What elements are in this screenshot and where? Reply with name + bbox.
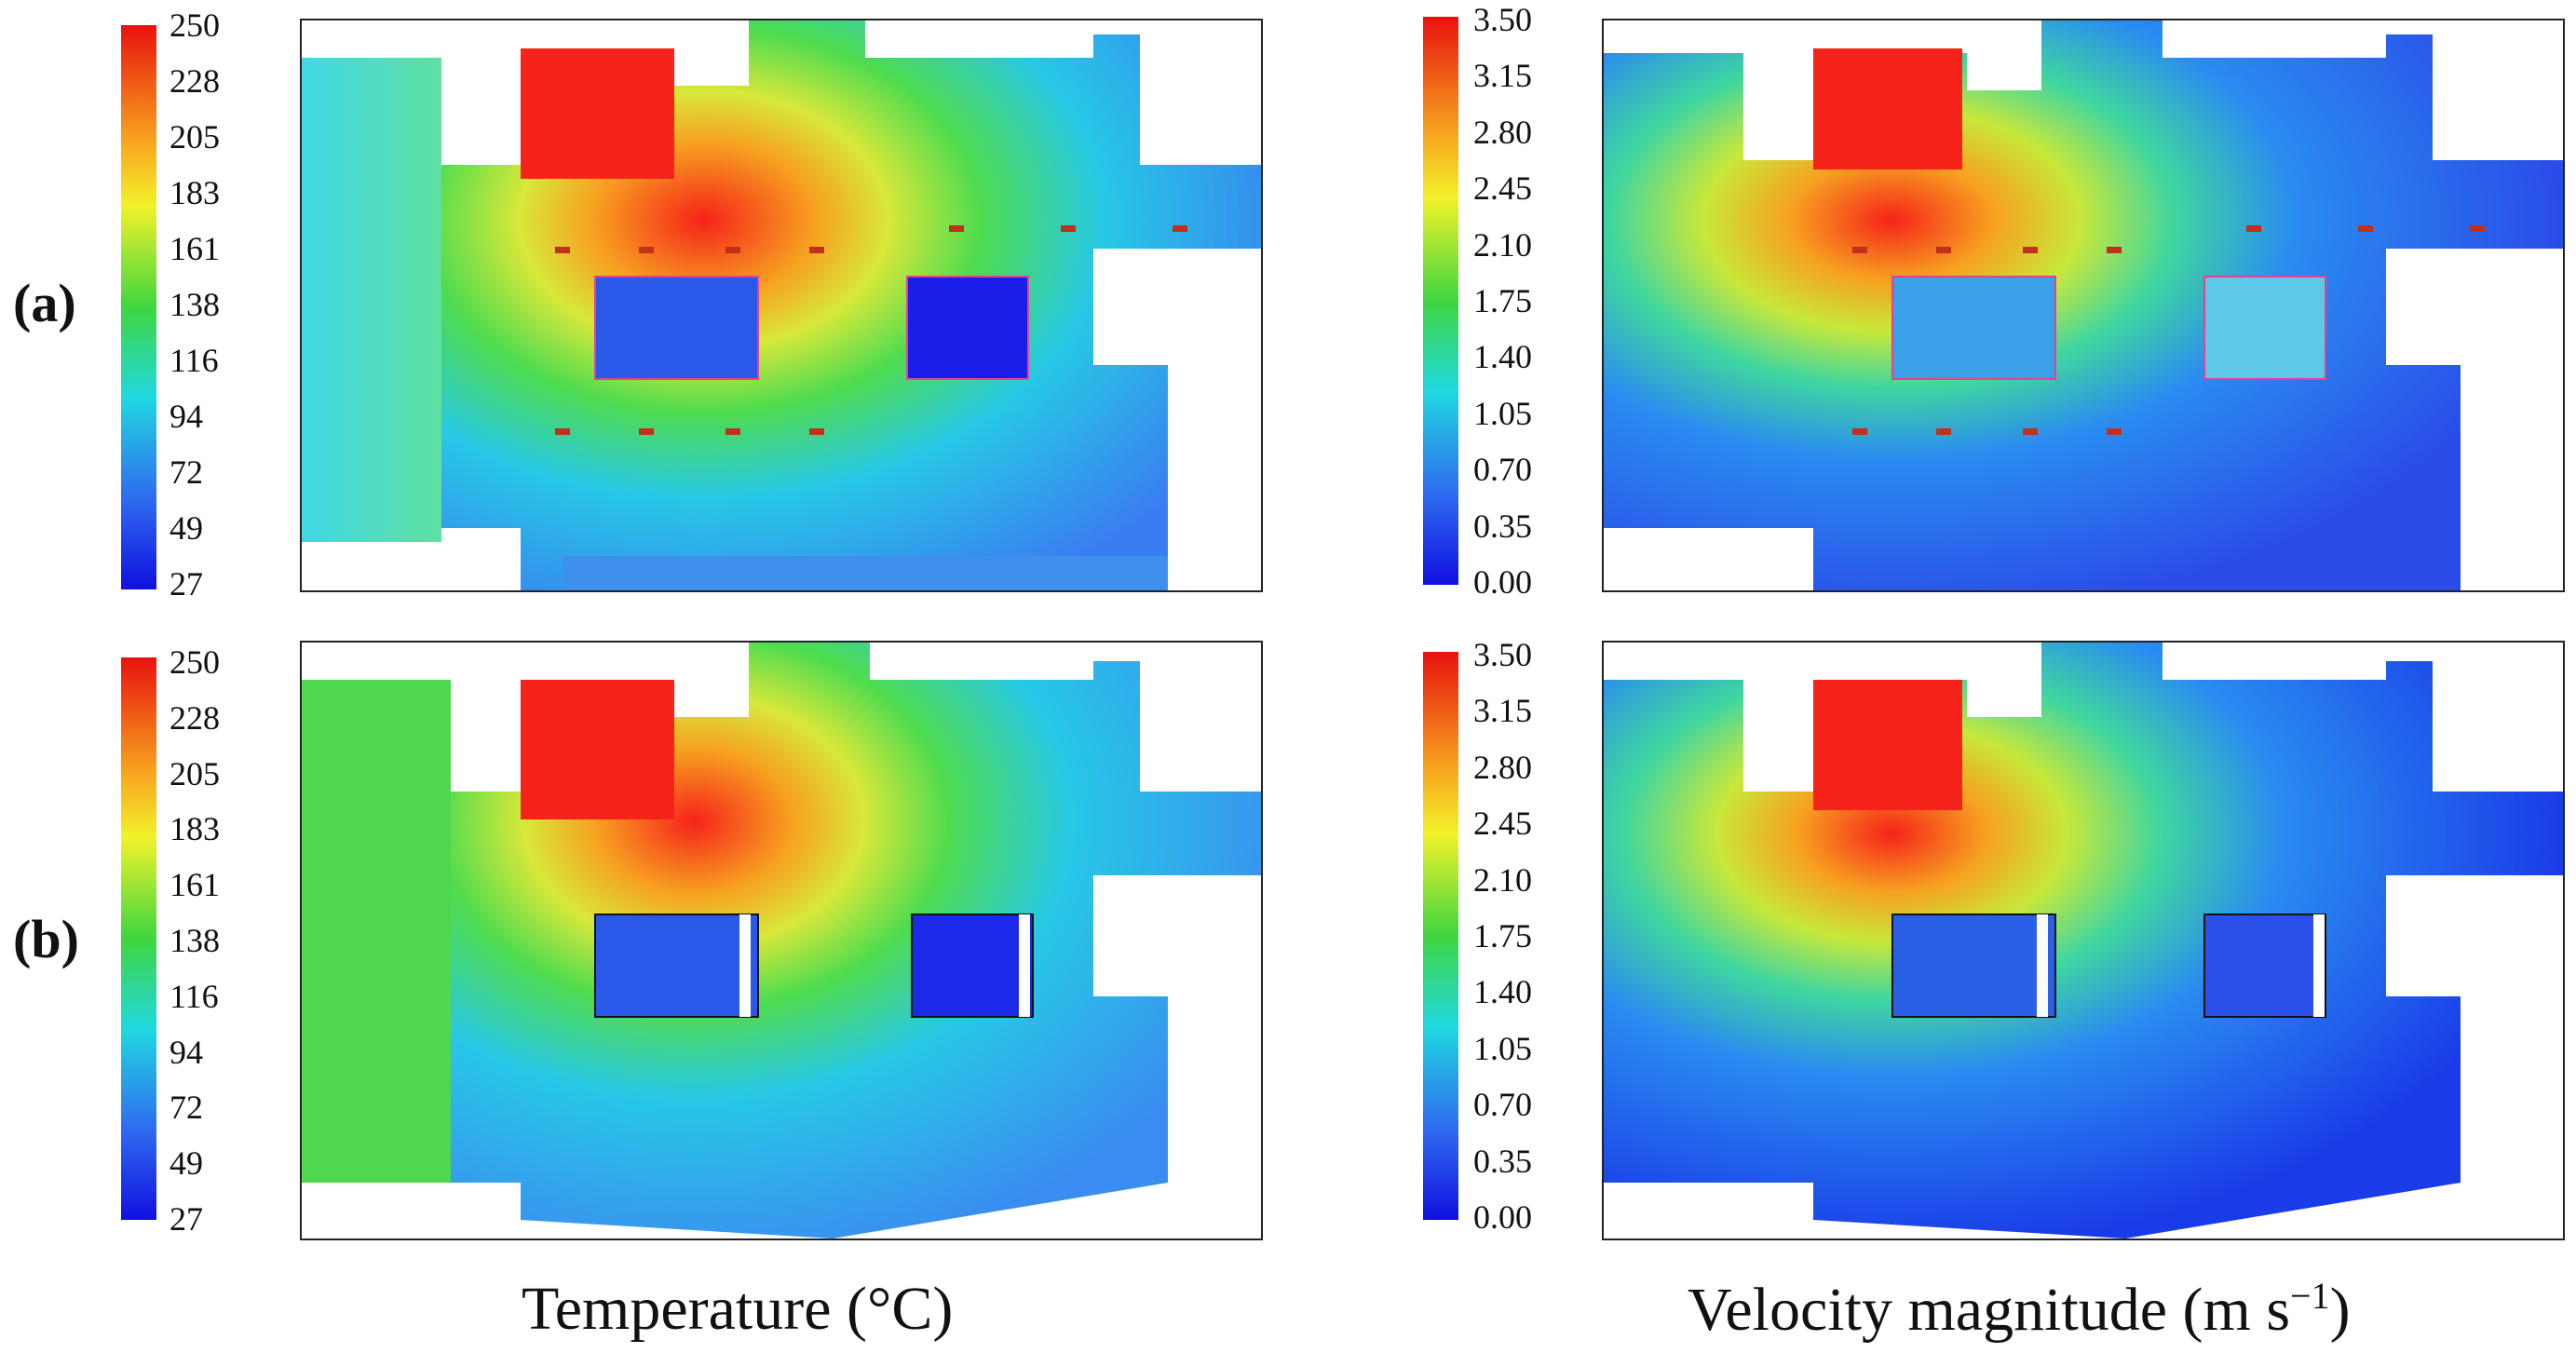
tick-label: 72 bbox=[169, 1089, 203, 1127]
flow-region bbox=[1604, 643, 2563, 1238]
temperature-axis-title: Temperature (°C) bbox=[522, 1275, 954, 1343]
temperature-field-panel-b bbox=[300, 641, 1263, 1240]
flow-region bbox=[1604, 20, 2563, 590]
obstacle-box bbox=[594, 914, 759, 1018]
fire-source bbox=[1813, 48, 1962, 169]
velocity-field-panel-a bbox=[1602, 19, 2565, 592]
tick-label: 0.70 bbox=[1473, 451, 1532, 489]
tick-label: 3.15 bbox=[1473, 692, 1532, 730]
tick-label: 116 bbox=[169, 342, 219, 379]
velocity-title-main: Velocity magnitude (m s bbox=[1688, 1276, 2291, 1344]
velocity-axis-title: Velocity magnitude (m s−1) bbox=[1688, 1274, 2351, 1346]
tick-label: 2.45 bbox=[1473, 805, 1532, 843]
tick-label: 0.35 bbox=[1473, 1142, 1532, 1180]
tick-label: 27 bbox=[169, 565, 203, 602]
row-label-a: (a) bbox=[13, 273, 76, 333]
tick-label: 3.15 bbox=[1473, 57, 1532, 95]
tick-label: 228 bbox=[169, 698, 220, 737]
tick-label: 205 bbox=[169, 754, 220, 792]
temperature-field-b bbox=[302, 643, 1261, 1238]
tick-label: 2.10 bbox=[1473, 225, 1532, 264]
obstacle-box bbox=[906, 276, 1029, 380]
tick-label: 2.80 bbox=[1473, 113, 1532, 151]
tick-label: 94 bbox=[169, 398, 203, 435]
tick-label: 161 bbox=[169, 866, 220, 904]
tick-label: 250 bbox=[169, 7, 220, 44]
velocity-ticks-b: 3.50 3.15 2.80 2.45 2.10 1.75 1.40 1.05 … bbox=[1473, 635, 1532, 1237]
gap bbox=[739, 914, 751, 1017]
tick-label: 49 bbox=[169, 509, 203, 547]
gap bbox=[1019, 914, 1030, 1017]
row-label-b: (b) bbox=[13, 909, 79, 969]
tick-label: 0.35 bbox=[1473, 507, 1532, 545]
gap bbox=[2037, 914, 2048, 1017]
obstacle-box bbox=[594, 276, 759, 380]
tick-label: 3.50 bbox=[1473, 1, 1532, 38]
obstacle-box bbox=[2203, 914, 2326, 1018]
temperature-ticks-b: 250 228 205 183 161 138 116 94 72 49 27 bbox=[169, 643, 220, 1238]
tick-label: 3.50 bbox=[1473, 636, 1532, 673]
tick-label: 1.75 bbox=[1473, 916, 1532, 954]
tick-label: 138 bbox=[169, 921, 220, 959]
velocity-field-b bbox=[1604, 643, 2563, 1238]
tick-label: 2.45 bbox=[1473, 169, 1532, 208]
tick-label: 0.70 bbox=[1473, 1086, 1532, 1124]
fire-source bbox=[1813, 680, 1962, 810]
temperature-colorbar-a bbox=[121, 25, 156, 589]
flow-region bbox=[563, 556, 1168, 590]
velocity-ticks-a: 3.50 3.15 2.80 2.45 2.10 1.75 1.40 1.05 … bbox=[1473, 0, 1532, 602]
velocity-field-panel-b bbox=[1602, 641, 2565, 1240]
velocity-title-end: ) bbox=[2329, 1276, 2351, 1344]
tick-label: 0.00 bbox=[1473, 1198, 1532, 1236]
tick-label: 27 bbox=[169, 1199, 203, 1238]
velocity-colorbar-b bbox=[1423, 652, 1458, 1220]
obstacle-box bbox=[911, 914, 1034, 1018]
vent-markers bbox=[555, 225, 1187, 435]
temperature-colorbar-b bbox=[121, 657, 156, 1220]
tick-label: 228 bbox=[169, 62, 220, 100]
flow-region bbox=[302, 680, 451, 1183]
tick-label: 1.40 bbox=[1473, 338, 1532, 376]
velocity-colorbar-a bbox=[1423, 17, 1458, 585]
velocity-title-exponent: −1 bbox=[2290, 1275, 2330, 1317]
tick-label: 1.40 bbox=[1473, 973, 1532, 1011]
obstacle-box bbox=[1891, 914, 2056, 1018]
velocity-field-a bbox=[1604, 20, 2563, 590]
tick-label: 183 bbox=[169, 174, 220, 211]
tick-label: 1.05 bbox=[1473, 394, 1532, 432]
tick-label: 49 bbox=[169, 1144, 203, 1183]
gap bbox=[2313, 914, 2325, 1017]
tick-label: 116 bbox=[169, 977, 219, 1015]
vent-markers bbox=[1852, 225, 2485, 435]
flow-region bbox=[302, 58, 441, 542]
temperature-field-a bbox=[302, 20, 1261, 590]
tick-label: 2.80 bbox=[1473, 748, 1532, 786]
tick-label: 1.75 bbox=[1473, 281, 1532, 319]
fire-source bbox=[521, 680, 674, 819]
obstacle-box bbox=[2203, 276, 2326, 380]
tick-label: 1.05 bbox=[1473, 1029, 1532, 1067]
tick-label: 138 bbox=[169, 286, 220, 323]
temperature-ticks-a: 250 228 205 183 161 138 116 94 72 49 27 bbox=[169, 6, 220, 603]
tick-label: 0.00 bbox=[1473, 562, 1532, 601]
tick-label: 205 bbox=[169, 118, 220, 156]
obstacle-box bbox=[1891, 276, 2056, 380]
tick-label: 2.10 bbox=[1473, 860, 1532, 899]
fire-source bbox=[521, 48, 674, 179]
tick-label: 94 bbox=[169, 1033, 203, 1071]
temperature-field-panel-a bbox=[300, 19, 1263, 592]
tick-label: 161 bbox=[169, 230, 220, 267]
tick-label: 72 bbox=[169, 453, 203, 491]
tick-label: 250 bbox=[169, 643, 220, 681]
tick-label: 183 bbox=[169, 810, 220, 848]
